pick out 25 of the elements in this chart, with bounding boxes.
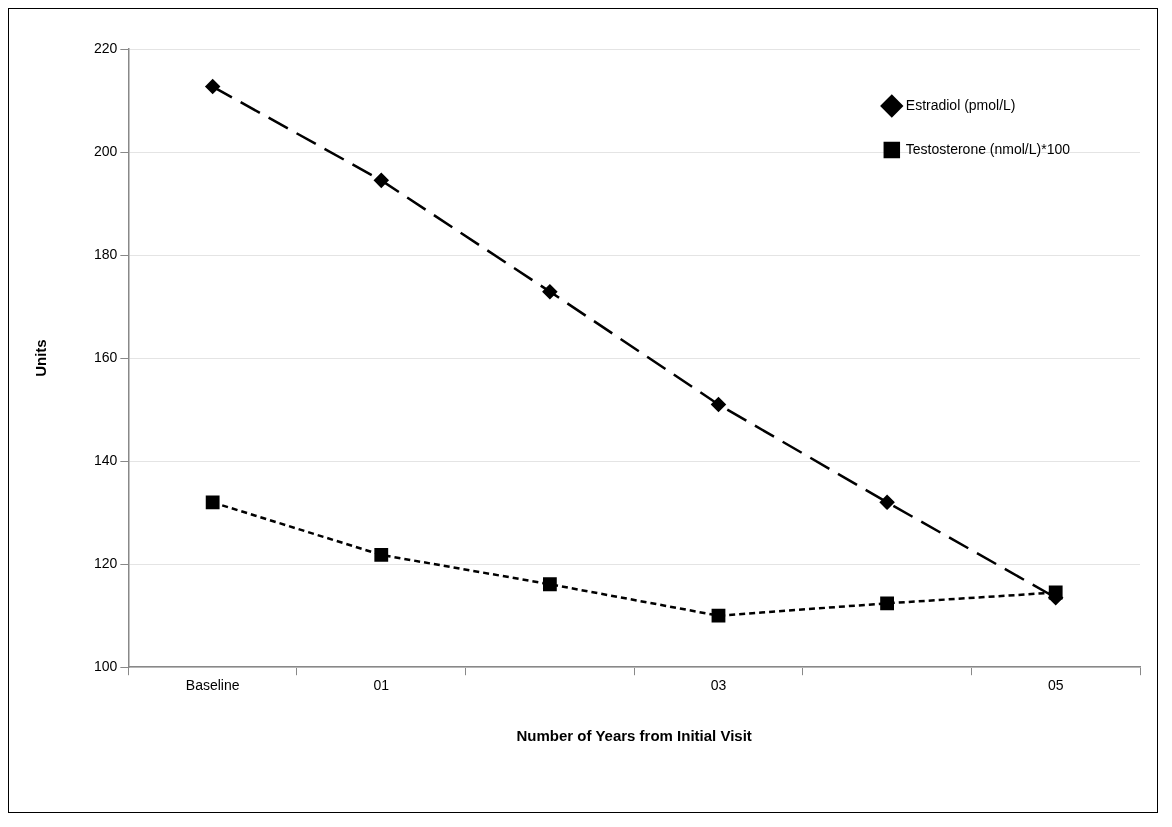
point — [542, 577, 557, 592]
point — [711, 608, 726, 623]
y-axis-title: Units — [32, 339, 50, 377]
x-tick-label: 05 — [1047, 677, 1064, 694]
point — [205, 79, 220, 94]
point — [374, 173, 389, 188]
y-tick-label: 100 — [94, 658, 118, 675]
y-tick-label: 200 — [94, 142, 118, 159]
x-tick-label: 01 — [373, 677, 390, 694]
y-tick-label: 140 — [94, 451, 118, 468]
point — [205, 495, 220, 510]
x-tick-label: 03 — [710, 677, 727, 694]
y-tick-label: 120 — [94, 555, 118, 572]
point — [374, 547, 389, 562]
point — [879, 495, 895, 510]
legend-label: Estradiol (pmol/L) — [905, 96, 1016, 113]
x-tick-label: Baseline — [185, 677, 240, 694]
y-tick-label: 160 — [94, 348, 118, 365]
x-axis-title: Number of Years from Initial Visit — [516, 727, 752, 745]
y-tick-label: 180 — [94, 245, 118, 262]
point — [542, 284, 558, 299]
y-tick-label: 220 — [94, 39, 118, 56]
point — [880, 596, 894, 611]
point — [711, 397, 726, 412]
legend-label: Testosterone (nmol/L)*100 — [905, 140, 1071, 157]
